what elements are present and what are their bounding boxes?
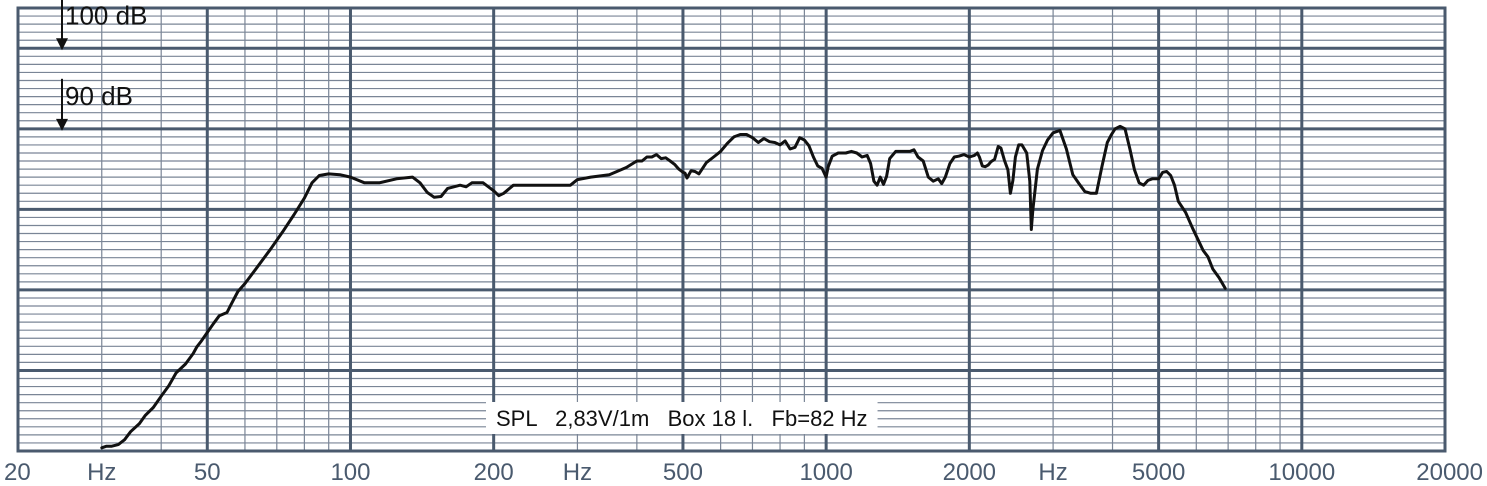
- chart-annotation: SPL 2,83V/1m Box 18 l. Fb=82 Hz: [496, 406, 868, 431]
- annotation-box: SPL 2,83V/1m Box 18 l. Fb=82 Hz: [486, 402, 878, 434]
- major-grid: [18, 8, 1445, 451]
- x-tick-label: 200: [474, 459, 514, 486]
- y-marker-arrow-head: [56, 38, 68, 51]
- y-reference-markers: 100 dB 90 dB: [56, 0, 147, 131]
- x-tick-label: 500: [663, 459, 703, 486]
- x-tick-label: Hz: [563, 459, 592, 486]
- x-tick-labels: 20 Hz 50 100 200 Hz 500 1000 2000 Hz 5000 10000 2000…: [4, 459, 1483, 486]
- y-marker-label: 100 dB: [65, 0, 147, 30]
- plot-background: [18, 8, 1445, 451]
- x-tick-label: 100: [330, 459, 370, 486]
- x-tick-label: Hz: [1038, 459, 1067, 486]
- x-tick-label: 50: [194, 459, 221, 486]
- y-marker-label: 90 dB: [65, 81, 133, 111]
- spl-curve: [100, 124, 1227, 450]
- x-tick-label: 20000: [1416, 459, 1483, 486]
- x-tick-label: 5000: [1132, 459, 1185, 486]
- x-tick-label: Hz: [87, 459, 116, 486]
- x-tick-label: 2000: [943, 459, 996, 486]
- x-tick-label: 1000: [799, 459, 852, 486]
- plot-frame: [16, 6, 1447, 453]
- minor-grid: [18, 8, 1445, 451]
- x-tick-label: 20: [4, 459, 31, 486]
- x-tick-label: 10000: [1268, 459, 1335, 486]
- y-marker-arrow-head: [56, 118, 68, 131]
